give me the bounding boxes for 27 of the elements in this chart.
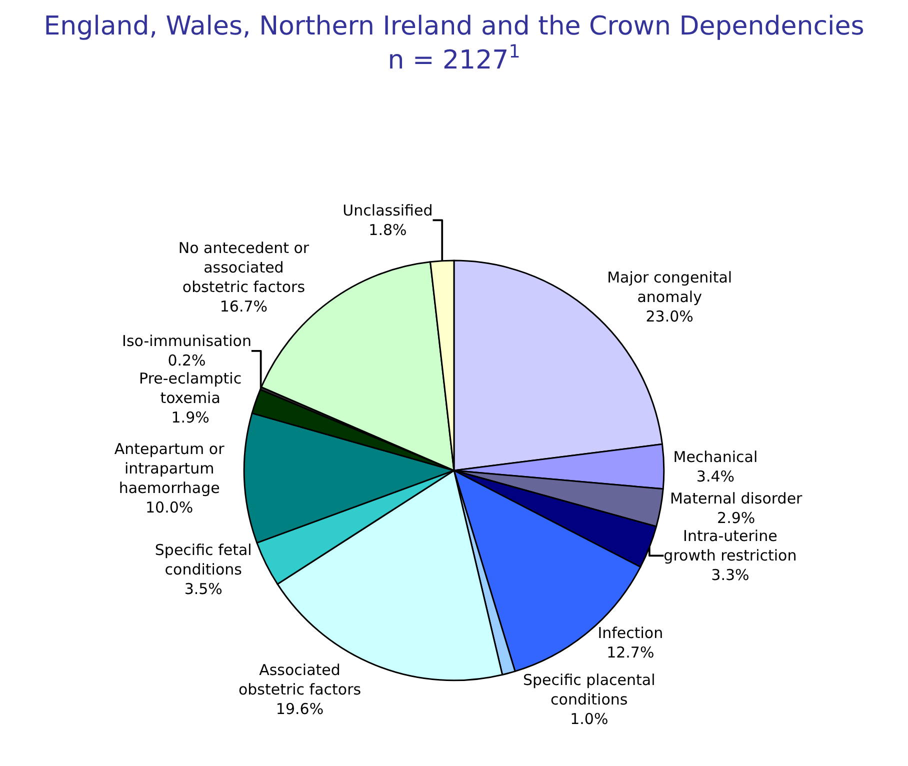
slice-label: Iso-immunisation bbox=[122, 332, 252, 350]
data-label: 19.6% bbox=[276, 700, 324, 718]
data-label: 23.0% bbox=[646, 307, 694, 326]
slice-label: Unclassified bbox=[342, 201, 433, 220]
slice-label: Specific placental conditions bbox=[523, 671, 656, 709]
data-label: 3.4% bbox=[696, 467, 735, 486]
data-label: 3.5% bbox=[184, 580, 222, 598]
slice-label: Pre-eclamptic toxemia bbox=[139, 370, 242, 408]
data-label: 16.7% bbox=[220, 297, 268, 316]
chart-title: England, Wales, Northern Ireland and the Crown Dependencies n = 2127$^{1}$ bbox=[44, 11, 864, 76]
data-label: 10.0% bbox=[146, 498, 194, 517]
slice-label: Associated obstetric factors bbox=[238, 661, 362, 699]
slice-label: Mechanical bbox=[673, 448, 758, 466]
slice-label: Intra-uterine growth restriction bbox=[664, 527, 797, 565]
data-label: 1.0% bbox=[570, 710, 608, 728]
data-label: 2.9% bbox=[717, 509, 756, 528]
data-label: 12.7% bbox=[606, 644, 654, 662]
slice-label: Infection bbox=[598, 624, 664, 642]
slice-label: Antepartum or intrapartum haemorrhage bbox=[114, 440, 226, 498]
slice-label: Maternal disorder bbox=[670, 490, 804, 508]
slice-label: No antecedent or associated obstetric factors bbox=[178, 238, 310, 296]
data-label: 0.2% bbox=[168, 352, 206, 370]
data-label: 1.9% bbox=[171, 408, 210, 427]
data-label: 3.3% bbox=[711, 566, 750, 584]
slice-label: Specific fetal conditions bbox=[154, 541, 252, 579]
slice-label: Major congenital anomaly bbox=[607, 268, 732, 306]
data-label: 1.8% bbox=[368, 220, 407, 239]
